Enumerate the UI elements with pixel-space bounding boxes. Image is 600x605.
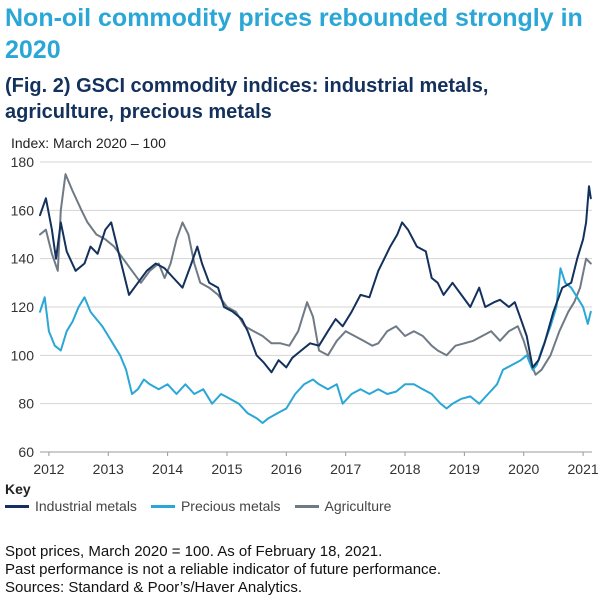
series-line-precious-metals (39, 267, 592, 424)
y-axis-label: Index: March 2020 – 100 (11, 135, 166, 151)
legend-item-precious-metals: Precious metals (150, 498, 281, 514)
series-line-agriculture (39, 173, 592, 376)
y-tick-label: 80 (18, 396, 34, 412)
footer-sources: Sources: Standard & Poor’s/Haver Analyti… (5, 579, 303, 596)
x-tick-label: 2015 (211, 461, 242, 477)
legend-label-agriculture: Agriculture (324, 498, 392, 514)
x-tick-label: 2016 (271, 461, 302, 477)
x-tick-label: 2021 (568, 461, 599, 477)
y-tick-label: 100 (11, 347, 35, 363)
legend-swatch-agriculture (294, 504, 319, 508)
footer-note: Spot prices, March 2020 = 100. As of Feb… (5, 543, 383, 560)
legend: Industrial metals Precious metals Agricu… (5, 498, 405, 514)
y-tick-label: 140 (11, 251, 35, 267)
x-tick-label: 2019 (449, 461, 480, 477)
x-tick-label: 2014 (152, 461, 183, 477)
y-tick-label: 60 (18, 444, 34, 460)
x-tick-label: 2020 (508, 461, 539, 477)
y-tick-label: 160 (11, 202, 35, 218)
series-line-industrial-metals (39, 185, 592, 374)
x-tick-label: 2017 (330, 461, 361, 477)
y-tick-label: 120 (11, 299, 35, 315)
legend-label-precious-metals: Precious metals (180, 498, 281, 514)
legend-item-agriculture: Agriculture (294, 498, 392, 514)
legend-item-industrial-metals: Industrial metals (5, 498, 137, 514)
legend-swatch-industrial-metals (5, 504, 29, 508)
x-tick-label: 2012 (33, 461, 64, 477)
y-tick-label: 180 (11, 154, 35, 170)
footer-disclaimer: Past performance is not a reliable indic… (5, 561, 442, 578)
legend-swatch-precious-metals (150, 504, 175, 508)
x-tick-label: 2013 (93, 461, 124, 477)
chart-title: (Fig. 2) GSCI commodity indices: industr… (5, 75, 489, 123)
legend-label-industrial-metals: Industrial metals (35, 498, 137, 514)
headline: Non-oil commodity prices rebounded stron… (5, 4, 583, 64)
x-tick-label: 2018 (389, 461, 420, 477)
legend-title: Key (5, 481, 31, 497)
footer-notes: Spot prices, March 2020 = 100. As of Feb… (5, 543, 441, 597)
line-chart: 60 80 100 120 140 160 180 2012 2013 2014 2015 2016 2… (11, 154, 599, 477)
